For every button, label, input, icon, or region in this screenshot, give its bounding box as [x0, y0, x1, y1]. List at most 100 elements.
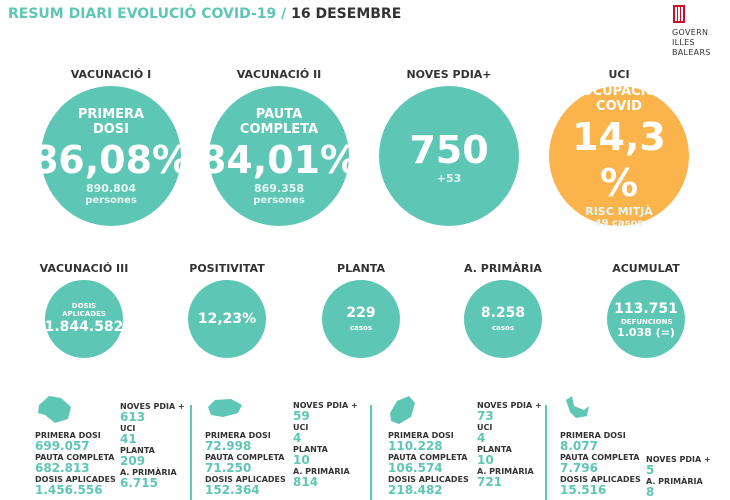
indicator-circle: 8.258 casos — [464, 280, 542, 358]
stat-value: 72.998 — [205, 439, 252, 453]
indicator-detail: casos — [491, 324, 514, 332]
indicator-circle: 750 +53 — [379, 86, 519, 226]
indicator-detail: +53 — [436, 172, 462, 185]
logo: GOVERN ILLES BALEARS — [672, 4, 730, 58]
indicator-heading: VACUNACIÓ I — [70, 68, 152, 81]
island-vaccination: PRIMERA DOSI 699.057 PAUTA COMPLETA 682.813… — [35, 431, 116, 497]
indicator-circle: OCUPACIÓ COVID 14,3 % RISC MITJÀ 49 casos — [549, 83, 689, 229]
logo-text: BALEARS — [672, 48, 711, 57]
header: RESUM DIARI EVOLUCIÓ COVID-19 / 16 DESEM… — [8, 6, 401, 22]
stat-value: 613 — [120, 410, 146, 424]
island-vaccination: PRIMERA DOSI 110.228 PAUTA COMPLETA 106.574… — [388, 431, 469, 497]
stat-value: 5 — [646, 463, 655, 477]
stat-label: A. PRIMÀRIA — [293, 467, 350, 476]
island-cases: NOVES PDIA +613 UCI 41 PLANTA 209 A. PRIMÀRIA… — [120, 402, 185, 490]
stat-value: 106.574 — [388, 461, 443, 475]
stat-label: PRIMERA DOSI — [560, 431, 626, 440]
indicator-heading: PLANTA — [337, 262, 385, 275]
stat-value: 6.715 — [120, 476, 158, 490]
indicator-value: 12,23% — [197, 311, 257, 327]
stat-label: DOSIS APLICADES — [388, 475, 469, 484]
indicator-circle: PRIMERA DOSI 86,08% 890.804 persones — [32, 86, 190, 226]
indicator-value: 229 — [346, 305, 376, 321]
indicator-value: 113.751 — [614, 300, 678, 317]
stat-label: NOVES PDIA + — [646, 455, 711, 464]
indicator-value: 14,3 % — [572, 114, 666, 205]
indicator-value: 1.844.582 — [44, 319, 124, 335]
stat-label: NOVES PDIA + — [293, 401, 358, 410]
date: 16 DESEMBRE — [291, 6, 402, 22]
indicator-circle: PAUTA COMPLETA 84,01% 869.358 persones — [200, 86, 358, 226]
stat-label: A. PRIMÀRIA — [120, 468, 177, 477]
stat-value: 218.482 — [388, 483, 443, 497]
island-icon — [38, 396, 71, 423]
stat-value: 814 — [293, 475, 319, 489]
indicator-circle: 113.751 DEFUNCIONS 1.038 (=) — [607, 280, 685, 358]
indicator-value: 84,01% — [199, 137, 359, 182]
stat-value: 1.456.556 — [35, 483, 103, 497]
divider — [545, 405, 547, 500]
stat-label: PAUTA COMPLETA — [35, 453, 115, 462]
stat-value: 4 — [477, 431, 486, 445]
indicator-heading: NOVES PDIA+ — [406, 68, 492, 81]
indicator-circle: 12,23% — [188, 280, 266, 358]
indicator-heading: UCI — [608, 68, 630, 81]
island-vaccination: PRIMERA DOSI 8.077 PAUTA COMPLETA 7.796 DOSI… — [560, 431, 641, 497]
stat-value: 682.813 — [35, 461, 90, 475]
stat-label: DOSIS APLICADES — [205, 475, 286, 484]
stat-value: 10 — [293, 453, 310, 467]
stat-value: 41 — [120, 432, 137, 446]
island-vaccination: PRIMERA DOSI 72.998 PAUTA COMPLETA 71.250 DO… — [205, 431, 286, 497]
stat-label: A. PRIMÀRIA — [646, 477, 703, 486]
indicator-label: PAUTA COMPLETA — [239, 106, 319, 137]
logo-text: GOVERN — [672, 28, 709, 37]
logo-text: ILLES — [672, 38, 695, 47]
indicator-value: 8.258 — [480, 305, 526, 321]
indicator-label: OCUPACIÓ COVID — [581, 83, 657, 114]
stat-label: NOVES PDIA + — [477, 401, 542, 410]
stat-value: 699.057 — [35, 439, 90, 453]
island-cases: NOVES PDIA +59 UCI 4 PLANTA 10 A. PRIMÀRIA 814 — [293, 401, 358, 489]
stat-value: 8 — [646, 485, 655, 499]
island-icon — [208, 399, 242, 417]
stat-label: DOSIS APLICADES — [560, 475, 641, 484]
stat-label: PLANTA — [293, 445, 328, 454]
stat-value: 152.364 — [205, 483, 260, 497]
stat-label: A. PRIMÀRIA — [477, 467, 534, 476]
stat-value: 110.228 — [388, 439, 443, 453]
indicator-label2: DEFUNCIONS — [621, 317, 673, 326]
title: RESUM DIARI EVOLUCIÓ COVID-19 / — [8, 6, 287, 22]
island-icon — [566, 396, 589, 418]
stat-value: 721 — [477, 475, 503, 489]
indicator-detail2: persones — [85, 194, 137, 206]
logo-mark — [673, 5, 685, 23]
stat-label: PAUTA COMPLETA — [388, 453, 468, 462]
indicator-heading: VACUNACIÓ II — [236, 68, 322, 81]
stat-value: 73 — [477, 409, 494, 423]
indicator-heading: VACUNACIÓ III — [39, 262, 129, 275]
stat-label: PRIMERA DOSI — [35, 431, 101, 440]
stat-value: 209 — [120, 454, 146, 468]
indicator-circle: 229 casos — [322, 280, 400, 358]
indicator-heading: ACUMULAT — [612, 262, 680, 275]
indicator-value: 86,08% — [31, 137, 191, 182]
indicator-detail: casos — [349, 324, 372, 332]
stat-label: DOSIS APLICADES — [35, 475, 116, 484]
indicator-detail: 890.804 — [85, 181, 137, 195]
indicator-label: PRIMERA DOSI — [77, 106, 145, 137]
indicator-value2: 1.038 (=) — [617, 325, 675, 339]
stat-label: PLANTA — [477, 445, 512, 454]
stat-label: PRIMERA DOSI — [205, 431, 271, 440]
stat-value: 71.250 — [205, 461, 252, 475]
stat-label: PAUTA COMPLETA — [560, 453, 640, 462]
stat-label: UCI — [293, 423, 309, 432]
indicator-label: DOSIS APLICADES — [62, 302, 106, 318]
stat-value: 7.796 — [560, 461, 598, 475]
indicator-heading: POSITIVITAT — [189, 262, 265, 275]
indicator-detail: RISC MITJÀ — [585, 204, 653, 218]
stat-label: PLANTA — [120, 446, 155, 455]
island-icon — [390, 396, 415, 424]
island-cases: NOVES PDIA +5 A. PRIMÀRIA 8 — [646, 455, 711, 499]
stat-value: 4 — [293, 431, 302, 445]
